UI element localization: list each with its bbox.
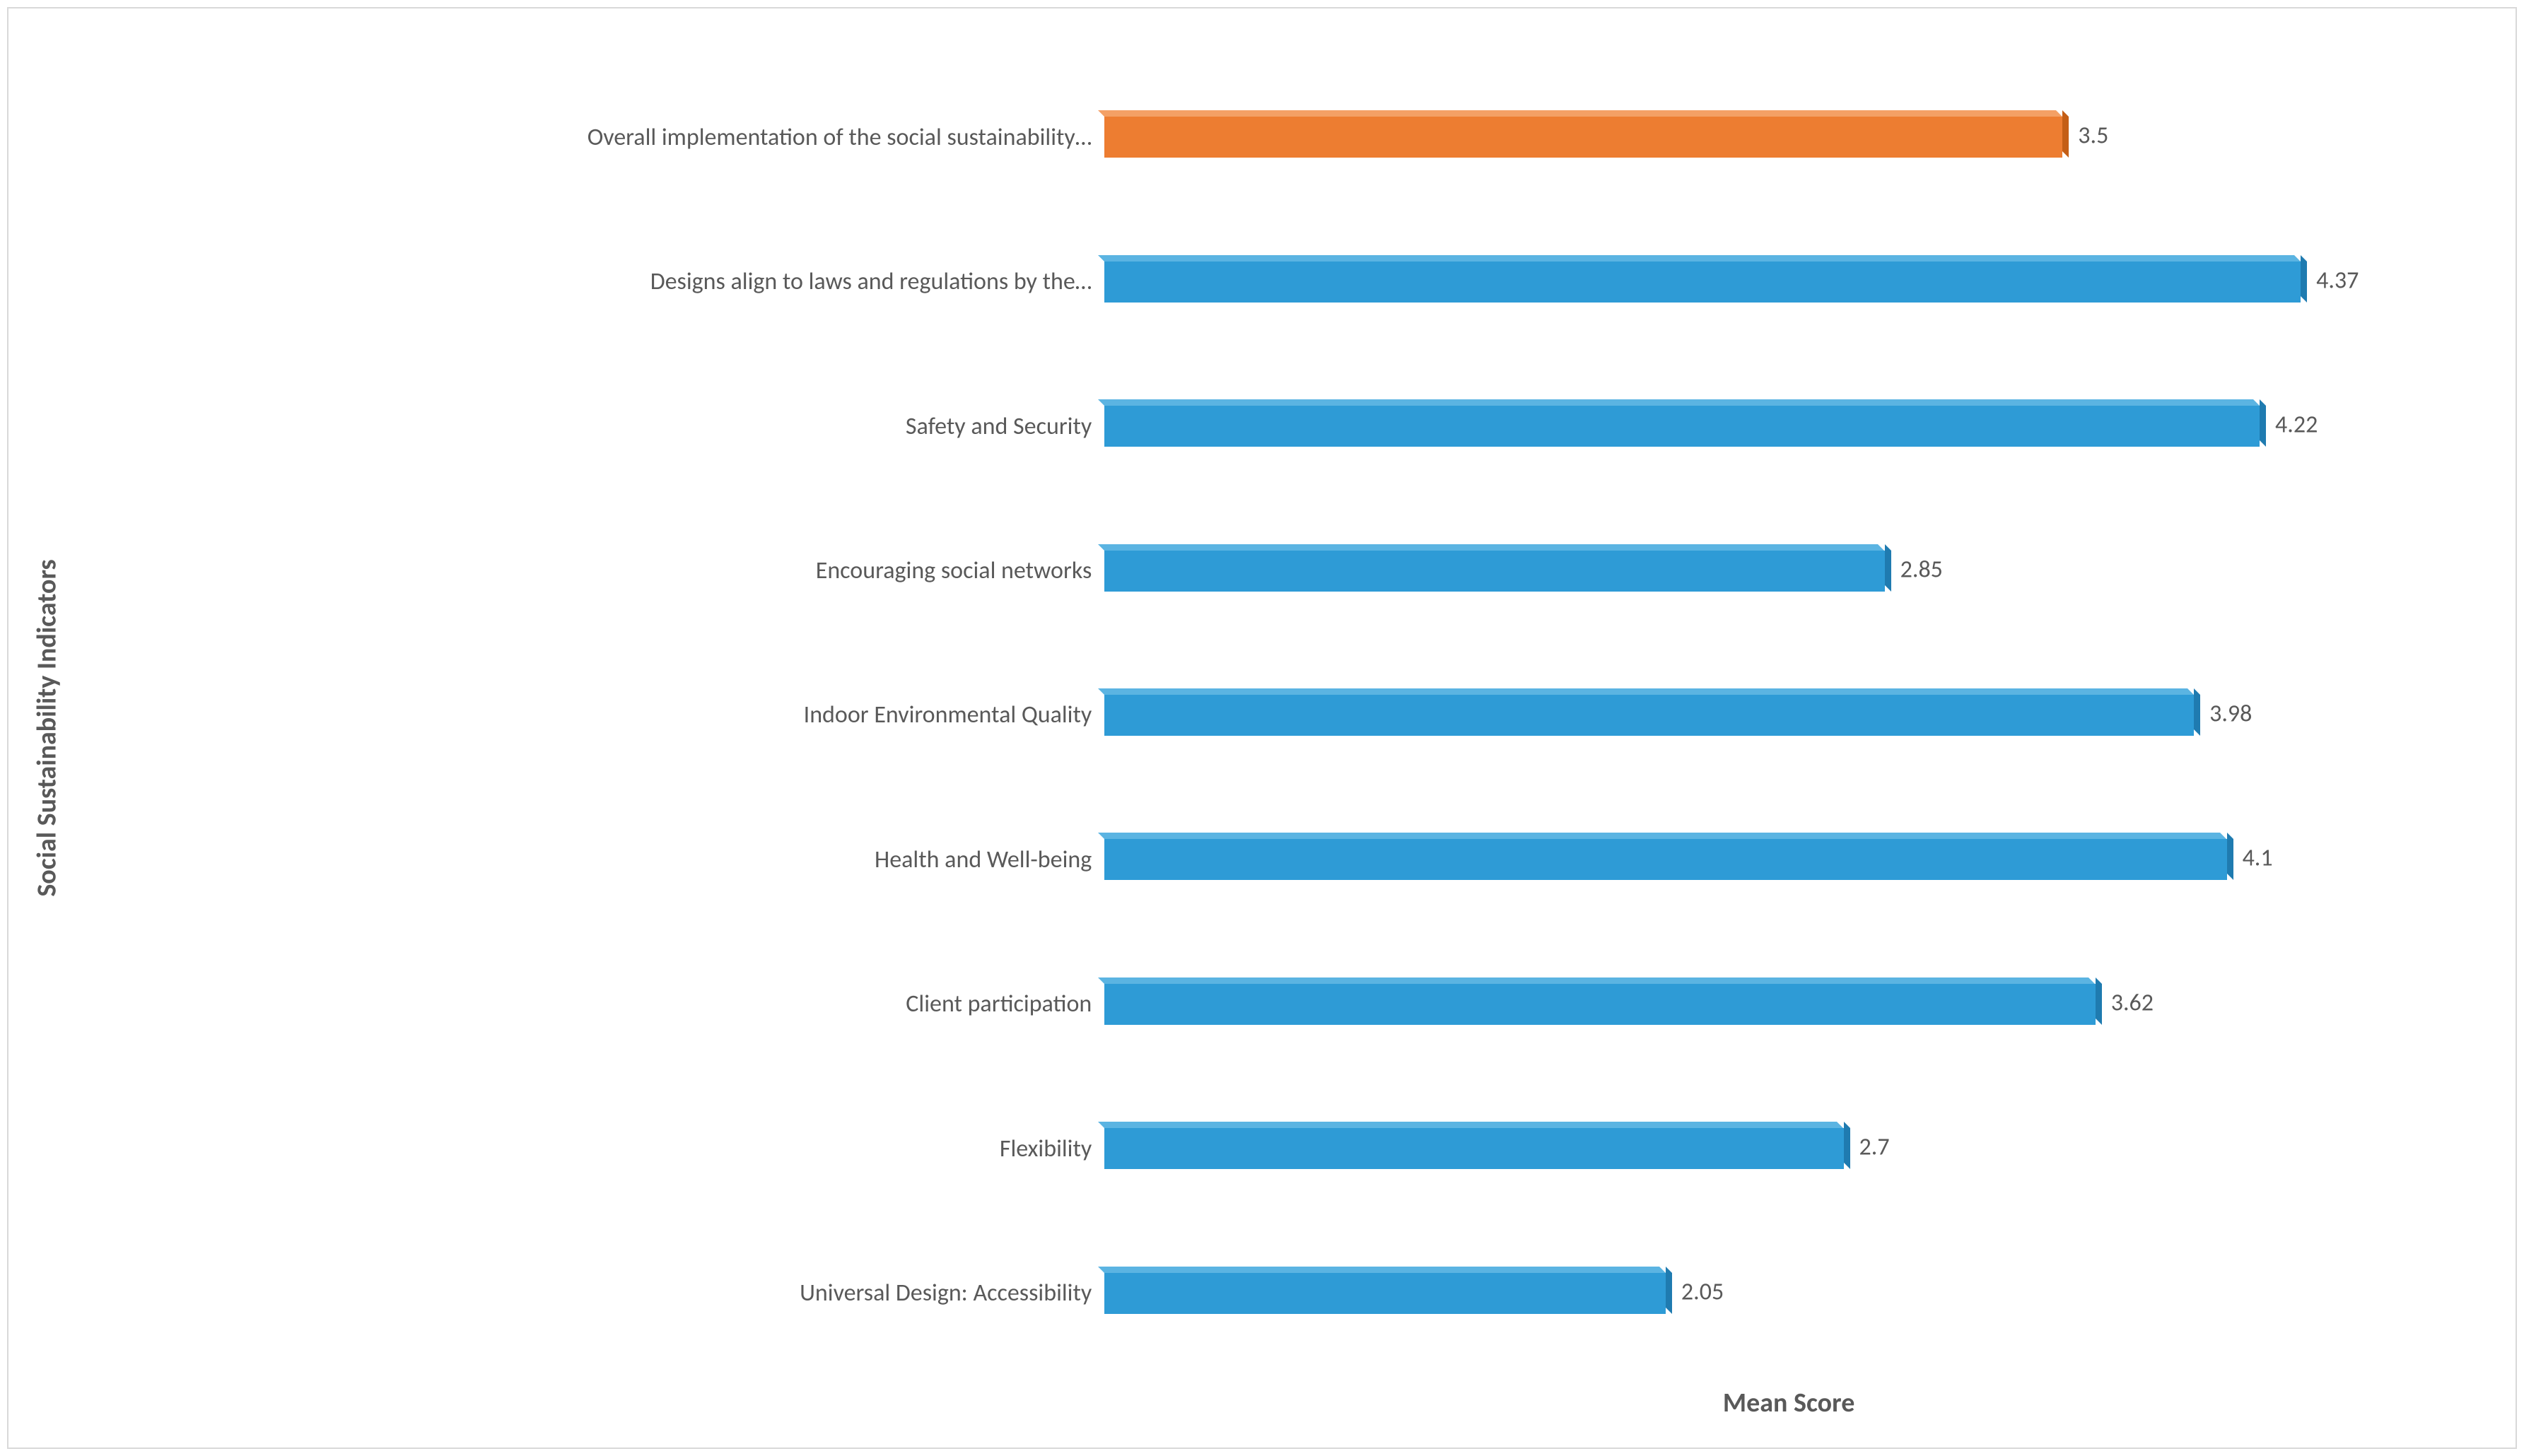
bar-track: 4.37 [1104,210,2473,354]
bar-top-face [1098,255,2301,262]
bar-track: 4.22 [1104,354,2473,498]
bar-track: 3.62 [1104,932,2473,1076]
bar-track: 3.5 [1104,65,2473,209]
plot-area: Overall implementation of the social sus… [72,37,2473,1419]
bar-row: Encouraging social networks2.85 [72,498,2473,642]
bar-right-face [2194,688,2200,736]
bar-category-label: Health and Well-being [72,845,1104,874]
bar-top-face [1098,688,2194,695]
bar-value-label: 2.7 [1859,1133,1890,1162]
bar-right-face [2260,399,2266,447]
bars-zone: Overall implementation of the social sus… [72,37,2473,1380]
bar-row: Designs align to laws and regulations by… [72,210,2473,354]
bar-category-label: Overall implementation of the social sus… [72,123,1104,152]
bar-value-label: 4.22 [2275,411,2318,440]
bar-face [1104,984,2095,1025]
bar-value-label: 4.37 [2316,266,2359,295]
bar-value-label: 4.1 [2243,844,2273,873]
bar: 3.98 [1104,695,2194,736]
bar: 3.5 [1104,117,2062,158]
bar-face [1104,406,2260,447]
bar-value-label: 2.05 [1681,1277,1724,1306]
bar-face [1104,1128,1843,1169]
bar-face [1104,551,1884,592]
bar-category-label: Safety and Security [72,412,1104,441]
bar-row: Indoor Environmental Quality3.98 [72,643,2473,787]
bar-category-label: Client participation [72,990,1104,1018]
chart-frame: Social Sustainability Indicators Overall… [7,7,2517,1449]
bar-top-face [1098,1122,1843,1128]
bar-face [1104,117,2062,158]
bar-category-label: Encouraging social networks [72,556,1104,585]
bar-right-face [1885,544,1891,592]
bar-face [1104,695,2194,736]
bar-value-label: 3.5 [2078,122,2108,151]
bar: 4.22 [1104,406,2260,447]
bar-value-label: 3.62 [2111,988,2154,1017]
bar-right-face [1844,1122,1850,1169]
bar-top-face [1098,399,2260,406]
bar-row: Universal Design: Accessibility2.05 [72,1221,2473,1366]
bar-value-label: 2.85 [1900,555,1943,584]
bar-right-face [2062,110,2069,158]
bar-category-label: Universal Design: Accessibility [72,1279,1104,1308]
bar-row: Flexibility2.7 [72,1076,2473,1221]
bar: 2.85 [1104,551,1884,592]
bar-right-face [2096,977,2102,1025]
bar: 4.1 [1104,839,2226,880]
bar: 4.37 [1104,262,2301,303]
bar-right-face [2227,833,2233,880]
bar-top-face [1098,833,2226,839]
bar-track: 3.98 [1104,643,2473,787]
bar-face [1104,839,2226,880]
bar: 2.05 [1104,1273,1666,1314]
bar-track: 2.85 [1104,498,2473,642]
bar-track: 2.05 [1104,1221,2473,1366]
y-axis-title: Social Sustainability Indicators [31,559,64,896]
bar-right-face [2301,255,2307,303]
y-axis-title-wrap: Social Sustainability Indicators [23,37,72,1419]
bar-right-face [1666,1267,1672,1314]
bar-row: Health and Well-being4.1 [72,787,2473,932]
bar-category-label: Flexibility [72,1134,1104,1163]
bar: 2.7 [1104,1128,1843,1169]
bar-top-face [1098,110,2062,117]
bar-value-label: 3.98 [2209,699,2252,728]
bar-face [1104,1273,1666,1314]
bar-row: Overall implementation of the social sus… [72,65,2473,209]
x-axis-title: Mean Score [72,1380,2473,1419]
bar-top-face [1098,544,1884,551]
bar-row: Safety and Security4.22 [72,354,2473,498]
bar-face [1104,262,2301,303]
bar-top-face [1098,1267,1666,1273]
bar-track: 2.7 [1104,1076,2473,1221]
bar: 3.62 [1104,984,2095,1025]
bar-row: Client participation3.62 [72,932,2473,1076]
bar-category-label: Designs align to laws and regulations by… [72,267,1104,296]
bar-track: 4.1 [1104,787,2473,932]
bar-category-label: Indoor Environmental Quality [72,700,1104,729]
bar-top-face [1098,977,2095,984]
